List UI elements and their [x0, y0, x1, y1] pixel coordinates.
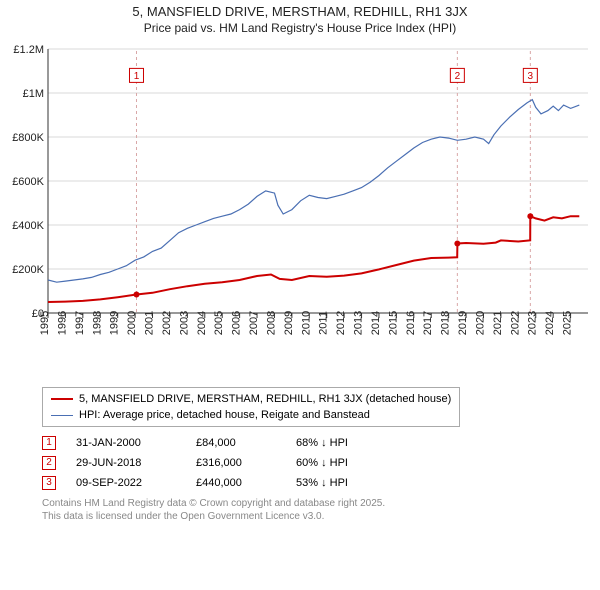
svg-text:2007: 2007 — [248, 311, 260, 335]
legend-swatch — [51, 398, 73, 400]
svg-text:2014: 2014 — [370, 311, 382, 335]
sale-price: £440,000 — [196, 473, 276, 493]
svg-text:2011: 2011 — [318, 311, 330, 335]
sale-price: £84,000 — [196, 433, 276, 453]
svg-text:2012: 2012 — [335, 311, 347, 335]
sale-diff: 60% ↓ HPI — [296, 453, 396, 473]
svg-text:2002: 2002 — [161, 311, 173, 335]
svg-text:£200K: £200K — [12, 264, 44, 276]
svg-text:2006: 2006 — [231, 311, 243, 335]
svg-text:2024: 2024 — [544, 311, 556, 335]
legend-item: 5, MANSFIELD DRIVE, MERSTHAM, REDHILL, R… — [51, 391, 451, 407]
legend-label: HPI: Average price, detached house, Reig… — [79, 407, 370, 423]
sale-diff: 68% ↓ HPI — [296, 433, 396, 453]
chart-title-sub: Price paid vs. HM Land Registry's House … — [4, 21, 596, 35]
svg-text:2005: 2005 — [213, 311, 225, 335]
sale-price: £316,000 — [196, 453, 276, 473]
sale-marker-box: 2 — [42, 456, 56, 470]
svg-text:2001: 2001 — [144, 311, 156, 335]
svg-text:£600K: £600K — [12, 176, 44, 188]
sale-date: 09-SEP-2022 — [76, 473, 176, 493]
svg-text:2018: 2018 — [440, 311, 452, 335]
svg-text:1: 1 — [134, 71, 140, 82]
svg-text:£800K: £800K — [12, 132, 44, 144]
svg-text:2009: 2009 — [283, 311, 295, 335]
svg-text:2003: 2003 — [178, 311, 190, 335]
svg-text:2023: 2023 — [527, 311, 539, 335]
svg-text:2015: 2015 — [387, 311, 399, 335]
svg-text:1995: 1995 — [39, 311, 51, 335]
footer-attribution: Contains HM Land Registry data © Crown c… — [42, 497, 586, 523]
svg-text:2016: 2016 — [405, 311, 417, 335]
sale-marker-box: 1 — [42, 436, 56, 450]
svg-text:2020: 2020 — [474, 311, 486, 335]
svg-text:£400K: £400K — [12, 220, 44, 232]
sale-marker-box: 3 — [42, 476, 56, 490]
chart-svg: £0£200K£400K£600K£800K£1M£1.2M1995199619… — [4, 41, 596, 381]
svg-text:£1M: £1M — [23, 88, 44, 100]
svg-text:2019: 2019 — [457, 311, 469, 335]
sales-table: 1 31-JAN-2000 £84,000 68% ↓ HPI 2 29-JUN… — [42, 433, 586, 493]
sale-diff: 53% ↓ HPI — [296, 473, 396, 493]
price-chart: £0£200K£400K£600K£800K£1M£1.2M1995199619… — [4, 41, 596, 381]
legend-label: 5, MANSFIELD DRIVE, MERSTHAM, REDHILL, R… — [79, 391, 451, 407]
svg-text:2: 2 — [455, 71, 461, 82]
svg-text:£1.2M: £1.2M — [13, 44, 44, 56]
footer-line: Contains HM Land Registry data © Crown c… — [42, 497, 586, 510]
svg-text:2000: 2000 — [126, 311, 138, 335]
legend-swatch — [51, 415, 73, 416]
sale-row: 1 31-JAN-2000 £84,000 68% ↓ HPI — [42, 433, 586, 453]
sale-date: 31-JAN-2000 — [76, 433, 176, 453]
svg-text:2017: 2017 — [422, 311, 434, 335]
svg-text:1998: 1998 — [91, 311, 103, 335]
svg-text:2013: 2013 — [353, 311, 365, 335]
sale-row: 3 09-SEP-2022 £440,000 53% ↓ HPI — [42, 473, 586, 493]
footer-line: This data is licensed under the Open Gov… — [42, 510, 586, 523]
svg-text:2008: 2008 — [265, 311, 277, 335]
svg-text:2025: 2025 — [562, 311, 574, 335]
svg-text:1999: 1999 — [109, 311, 121, 335]
svg-text:2010: 2010 — [300, 311, 312, 335]
sale-row: 2 29-JUN-2018 £316,000 60% ↓ HPI — [42, 453, 586, 473]
svg-text:3: 3 — [528, 71, 534, 82]
svg-text:1996: 1996 — [56, 311, 68, 335]
svg-text:1997: 1997 — [74, 311, 86, 335]
sale-date: 29-JUN-2018 — [76, 453, 176, 473]
svg-text:2004: 2004 — [196, 311, 208, 335]
svg-text:2022: 2022 — [509, 311, 521, 335]
legend-item: HPI: Average price, detached house, Reig… — [51, 407, 451, 423]
svg-text:2021: 2021 — [492, 311, 504, 335]
legend: 5, MANSFIELD DRIVE, MERSTHAM, REDHILL, R… — [42, 387, 460, 427]
chart-title-address: 5, MANSFIELD DRIVE, MERSTHAM, REDHILL, R… — [4, 4, 596, 19]
